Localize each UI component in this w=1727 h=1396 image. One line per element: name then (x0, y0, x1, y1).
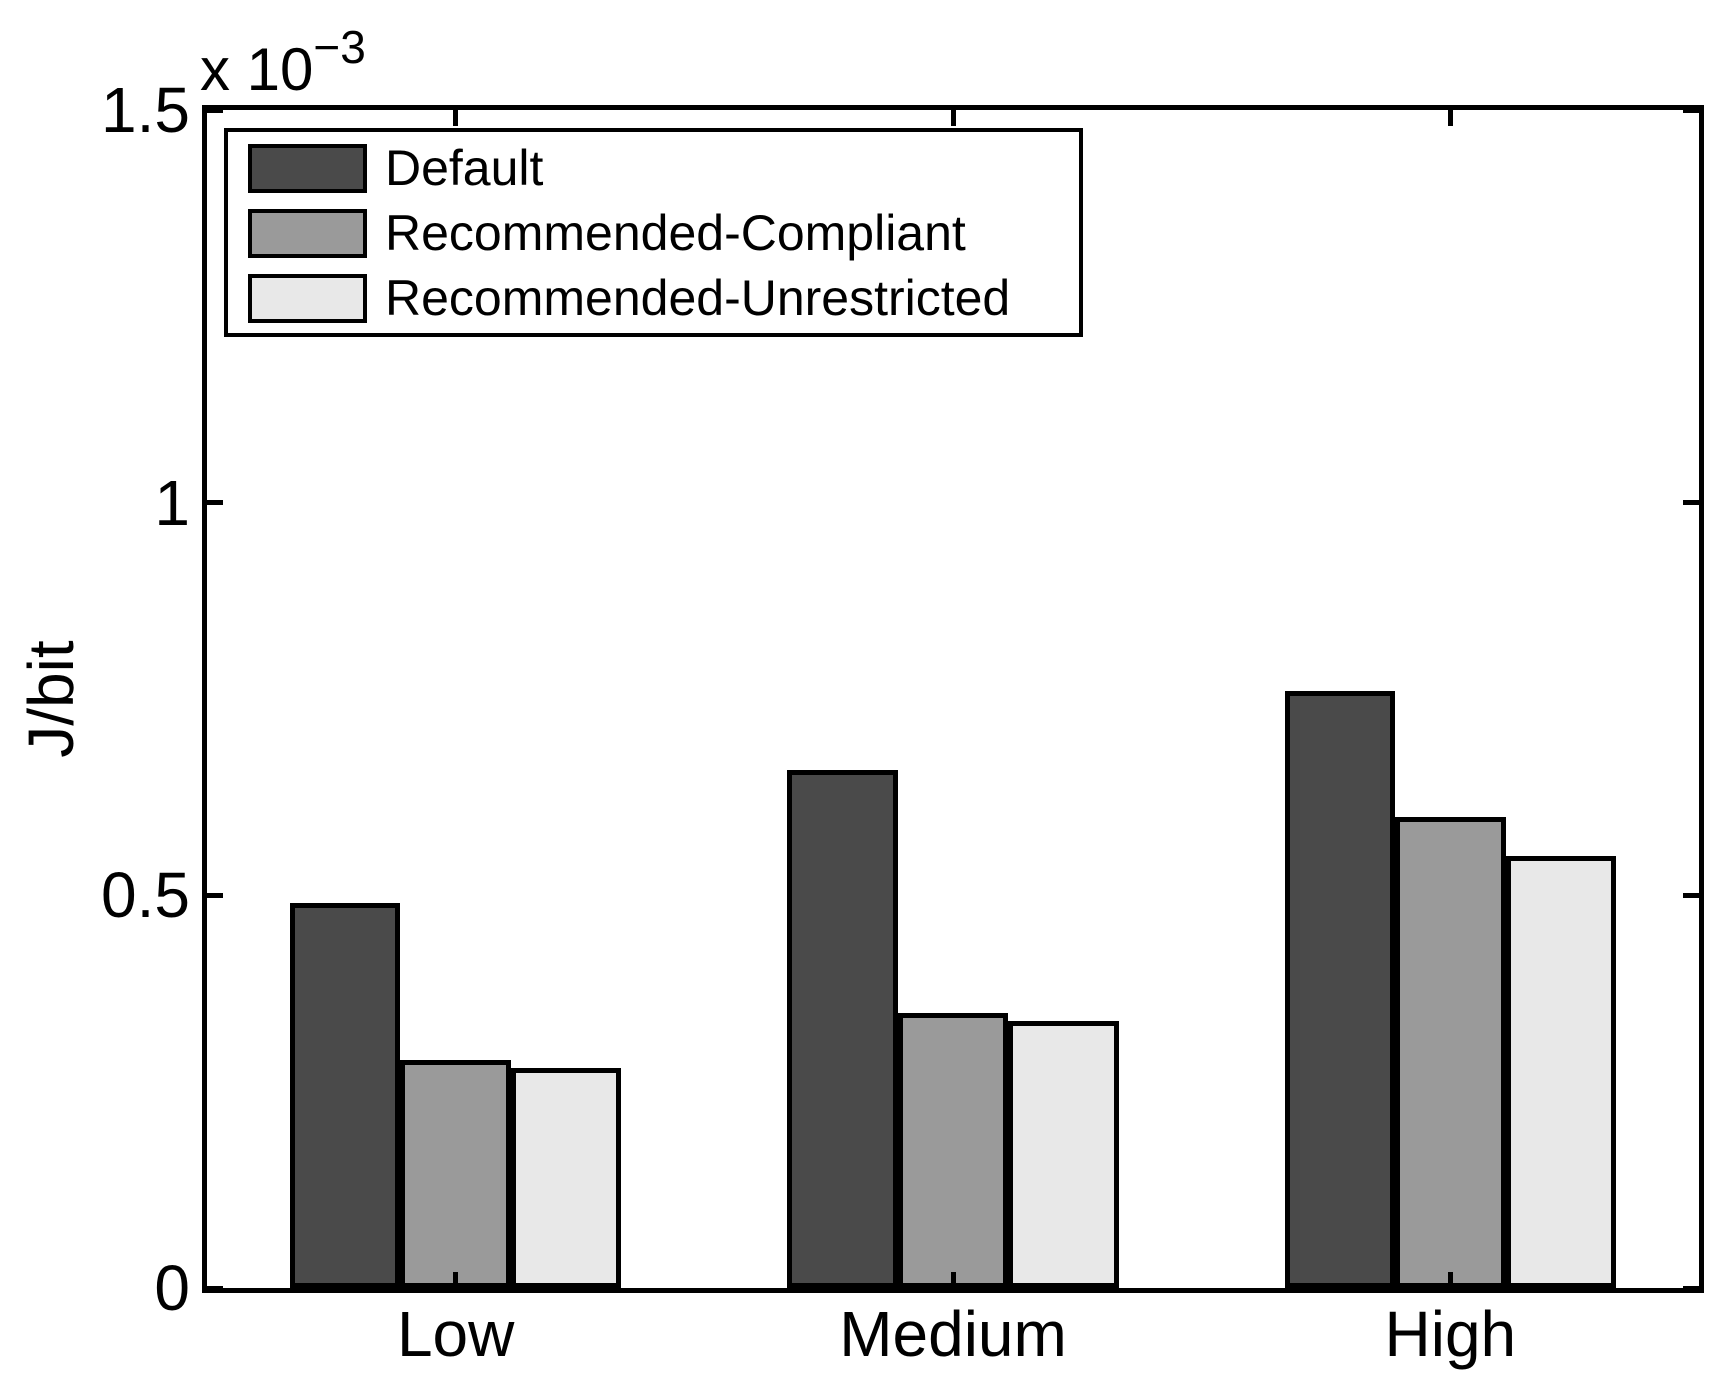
y-axis-multiplier-exponent: −3 (313, 21, 366, 73)
y-tick (207, 107, 223, 113)
x-tick-top (1447, 110, 1453, 126)
y-tick-right (1683, 500, 1699, 506)
x-tick-top (453, 110, 459, 126)
bar-low-recommended-compliant (400, 1060, 511, 1288)
bar-high-recommended-unrestricted (1505, 856, 1617, 1288)
y-tick (207, 500, 223, 506)
legend-row: Default (228, 140, 1079, 196)
bar-medium-recommended-unrestricted (1008, 1021, 1119, 1288)
bar-low-recommended-unrestricted (510, 1068, 622, 1288)
y-tick-label: 0 (154, 1252, 190, 1324)
bar-high-default (1284, 691, 1396, 1288)
bar-medium-recommended-compliant (897, 1013, 1009, 1288)
x-tick-label-high: High (1384, 1298, 1517, 1370)
legend-label: Recommended-Compliant (385, 205, 966, 261)
x-tick (1447, 1272, 1453, 1288)
y-tick (207, 1285, 223, 1291)
y-axis-label: J/bit (15, 640, 87, 758)
legend-swatch (248, 274, 367, 323)
legend-row: Recommended-Compliant (228, 205, 1079, 261)
legend-swatch (248, 144, 367, 193)
y-tick-label: 1.5 (101, 74, 190, 146)
y-tick (207, 892, 223, 898)
y-axis-multiplier: x 10−3 (200, 24, 366, 103)
x-tick (453, 1272, 459, 1288)
x-tick (950, 1272, 956, 1288)
y-axis-multiplier-base: x 10 (200, 36, 314, 103)
y-tick-label: 1 (154, 466, 190, 539)
y-tick-right (1683, 107, 1699, 113)
y-tick-label: 0.5 (101, 859, 190, 932)
y-tick-right (1683, 892, 1699, 898)
legend: Default Recommended-Compliant Recommended-… (224, 128, 1083, 337)
legend-label: Default (385, 140, 544, 196)
legend-swatch (248, 209, 367, 258)
x-tick-label-low: Low (396, 1298, 515, 1370)
bar-low-default (289, 903, 401, 1288)
y-tick-right (1683, 1285, 1699, 1291)
bar-high-recommended-compliant (1395, 816, 1506, 1288)
x-tick-label-medium: Medium (839, 1298, 1067, 1370)
legend-label: Recommended-Unrestricted (385, 270, 1011, 326)
x-tick-top (950, 110, 956, 126)
legend-row: Recommended-Unrestricted (228, 270, 1079, 326)
bar-medium-default (787, 769, 898, 1288)
